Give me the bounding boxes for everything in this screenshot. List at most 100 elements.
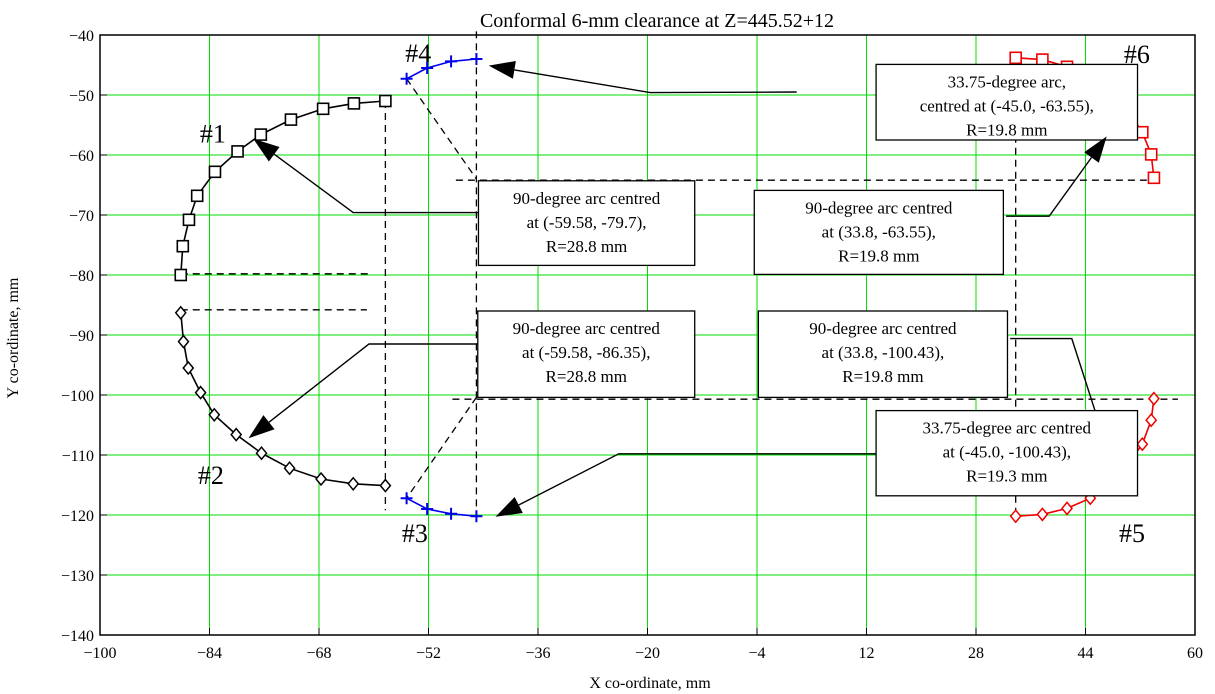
- annotation-box-arc3: 33.75-degree arc centred at (-45.0, -100.…: [495, 409, 1139, 517]
- data-point: [400, 72, 413, 85]
- x-tick-label: −84: [197, 645, 222, 662]
- data-point: [1147, 171, 1161, 185]
- annotation-text: R=19.3 mm: [966, 467, 1047, 486]
- series-line: [180, 312, 386, 487]
- annotation-arrow: [268, 343, 478, 423]
- annotation-box-arc2: 90-degree arc centred at (-59.58, -86.35)…: [248, 310, 696, 439]
- arrow-head: [1084, 136, 1107, 163]
- data-point: [174, 268, 188, 282]
- reference-line: [406, 397, 477, 499]
- annotation-text: at (-59.58, -79.7),: [527, 213, 647, 232]
- data-point: [400, 492, 413, 505]
- annotation-arrow: [1010, 337, 1101, 425]
- series-arc-3: [400, 492, 483, 523]
- data-point: [470, 53, 483, 65]
- series-arc-4: [400, 53, 483, 85]
- annotation-text: 33.75-degree arc centred: [923, 419, 1092, 438]
- y-tick-label: −110: [62, 448, 94, 465]
- data-point: [1036, 53, 1049, 66]
- data-point: [254, 128, 268, 141]
- data-point: [182, 213, 196, 227]
- annotation-text: at (-59.58, -86.35),: [522, 343, 650, 362]
- x-tick-label: −20: [635, 645, 660, 662]
- data-point: [284, 113, 298, 126]
- series-arc-1: [174, 94, 392, 282]
- annotation-box-arc5: 90-degree arc centred at (33.8, -100.43),…: [757, 310, 1108, 449]
- x-tick-label: 12: [859, 645, 875, 662]
- data-point: [1145, 413, 1158, 428]
- data-point: [347, 476, 360, 491]
- annotation-box: [875, 409, 1139, 497]
- x-axis-label: X co-ordinate, mm: [589, 675, 711, 692]
- x-tick-label: −68: [306, 645, 331, 662]
- series-line: [406, 58, 477, 80]
- annotation-text: centred at (-45.0, -63.55),: [920, 96, 1094, 115]
- x-tick-label: −52: [416, 645, 441, 662]
- reference-line: [406, 78, 477, 180]
- arc-label: #4: [405, 39, 431, 68]
- data-point: [1144, 148, 1158, 161]
- arrow-head: [248, 415, 275, 439]
- data-point: [316, 102, 330, 116]
- annotation-arrow: [1006, 157, 1093, 217]
- x-tick-label: −36: [525, 645, 550, 662]
- data-point: [347, 97, 361, 110]
- y-tick-label: −50: [69, 88, 94, 105]
- annotation-box-arc4: 33.75-degree arc, centred at (-45.0, -63.…: [488, 61, 1139, 141]
- ticks: −100 −84 −68 −52 −36 −20 −4 12 28 44 60 −40 −50 −60 −7…: [61, 28, 1203, 662]
- data-point: [421, 62, 434, 74]
- data-point: [1136, 437, 1149, 452]
- x-tick-label: 60: [1187, 645, 1203, 662]
- arc-label: #1: [200, 119, 226, 148]
- annotation-box: [753, 189, 1005, 276]
- data-point: [230, 427, 243, 442]
- data-point: [283, 461, 296, 476]
- y-tick-label: −40: [69, 28, 94, 45]
- arc-label: #5: [1119, 519, 1145, 548]
- annotation-box: [477, 180, 696, 267]
- data-point: [190, 189, 204, 203]
- series-arc-2: [174, 305, 392, 493]
- data-point: [379, 478, 392, 493]
- annotations: 33.75-degree arc, centred at (-45.0, -63.…: [248, 61, 1139, 517]
- plot-frame: [99, 34, 1196, 636]
- x-tick-label: −100: [83, 645, 116, 662]
- data-point: [208, 165, 222, 179]
- x-tick-label: −4: [748, 645, 765, 662]
- data-point: [421, 503, 434, 515]
- data-point: [445, 55, 458, 68]
- annotation-text: R=28.8 mm: [546, 367, 627, 386]
- data-point: [379, 94, 392, 108]
- annotation-text: at (-45.0, -100.43),: [943, 443, 1071, 462]
- y-tick-label: −70: [69, 208, 94, 225]
- annotation-text: R=19.8 mm: [838, 246, 919, 265]
- y-tick-label: −130: [61, 568, 94, 585]
- data-point: [1009, 509, 1022, 524]
- data-point: [1147, 391, 1160, 406]
- annotation-box: [875, 63, 1139, 141]
- data-point: [1136, 125, 1149, 139]
- annotation-text: R=19.8 mm: [966, 120, 1047, 139]
- arrow-head: [488, 61, 516, 79]
- chart-title: Conformal 6-mm clearance at Z=445.52+12: [480, 10, 834, 32]
- data-point: [445, 507, 458, 520]
- y-tick-label: −100: [61, 388, 94, 405]
- data-point: [174, 305, 187, 320]
- annotation-text: 33.75-degree arc,: [948, 72, 1066, 91]
- annotation-box-arc6: 90-degree arc centred at (33.8, -63.55), R…: [753, 136, 1107, 276]
- data-point: [1061, 501, 1073, 516]
- annotation-arrow: [273, 153, 479, 214]
- annotation-text: 90-degree arc centred: [513, 189, 661, 208]
- arc-label: #6: [1124, 40, 1150, 69]
- data-point: [176, 239, 190, 253]
- y-tick-label: −120: [61, 508, 94, 525]
- data-point: [231, 145, 244, 158]
- annotation-arrow: [514, 69, 797, 94]
- annotation-text: R=28.8 mm: [546, 237, 627, 256]
- data-point: [315, 471, 328, 487]
- x-tick-label: 44: [1078, 645, 1094, 662]
- data-point: [470, 510, 483, 523]
- annotation-arrow: [518, 453, 877, 506]
- annotation-box-arc1: 90-degree arc centred at (-59.58, -79.7),…: [253, 138, 696, 267]
